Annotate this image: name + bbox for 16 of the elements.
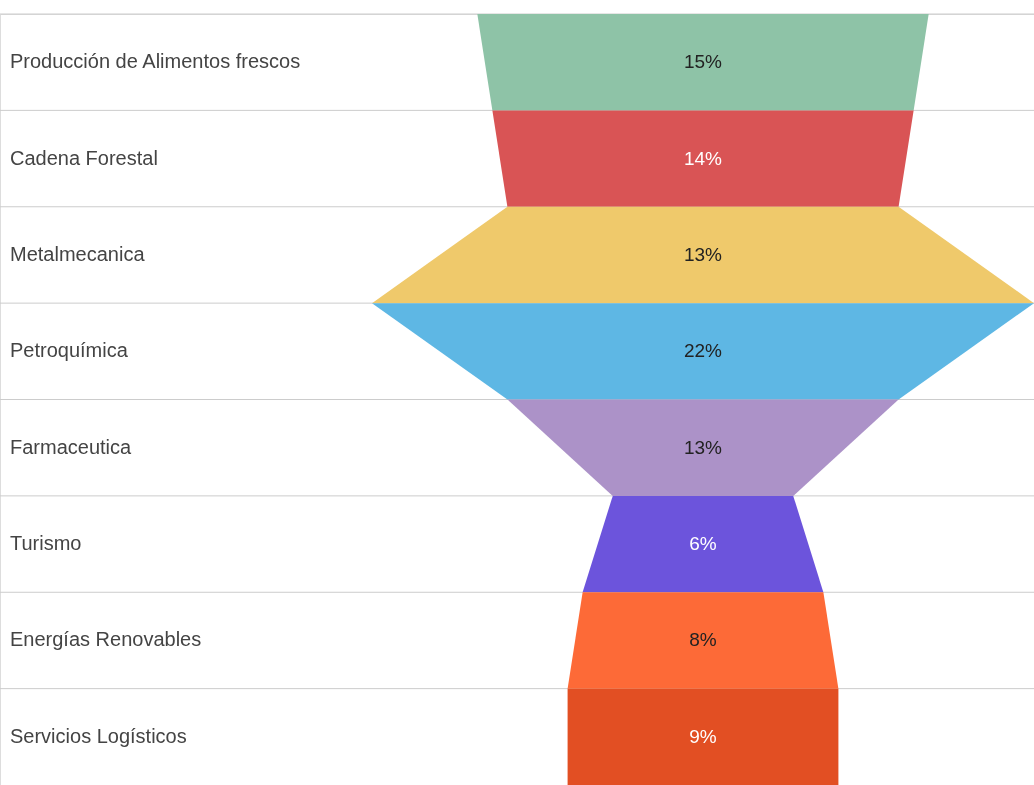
data-label: 13% <box>683 436 723 458</box>
data-label: 6% <box>689 533 717 555</box>
category-label: Petroquímica <box>10 339 129 362</box>
category-label: Energías Renovables <box>10 628 202 651</box>
category-label: Metalmecanica <box>10 242 146 265</box>
category-label: Servicios Logísticos <box>10 724 187 747</box>
category-label: Cadena Forestal <box>10 146 158 169</box>
data-label: 22% <box>683 340 723 362</box>
data-label: 13% <box>683 243 723 265</box>
category-label: Producción de Alimentos frescos <box>10 50 301 73</box>
data-label: 8% <box>689 629 717 651</box>
category-label: Turismo <box>10 532 82 555</box>
data-label: 15% <box>683 51 723 73</box>
category-label: Farmaceutica <box>10 435 133 458</box>
data-label: 9% <box>689 725 717 747</box>
data-label: 14% <box>683 147 723 169</box>
